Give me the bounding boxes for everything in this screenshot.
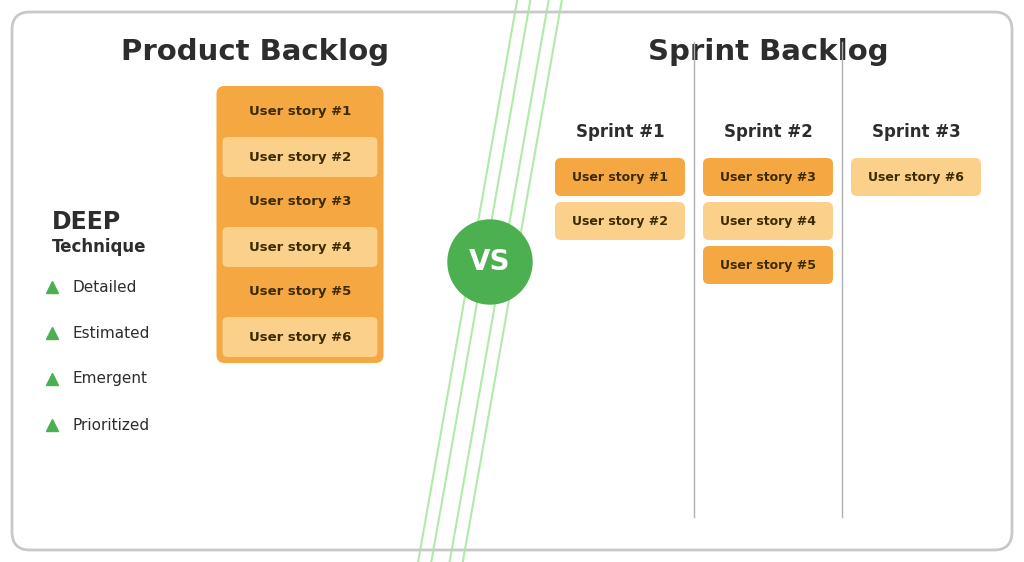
Text: Product Backlog: Product Backlog [121,38,389,66]
Text: User story #3: User story #3 [249,196,351,209]
Text: User story #2: User story #2 [572,215,668,228]
FancyBboxPatch shape [222,182,378,222]
Text: DEEP: DEEP [52,210,121,234]
Text: Sprint #2: Sprint #2 [724,123,812,141]
FancyBboxPatch shape [222,317,378,357]
Text: Sprint #1: Sprint #1 [575,123,665,141]
Text: User story #5: User story #5 [249,285,351,298]
FancyBboxPatch shape [222,272,378,312]
Text: VS: VS [469,248,511,276]
Text: Estimated: Estimated [72,325,150,341]
Text: Prioritized: Prioritized [72,418,150,433]
FancyBboxPatch shape [703,246,833,284]
FancyBboxPatch shape [703,202,833,240]
Text: User story #3: User story #3 [720,170,816,184]
Text: Emergent: Emergent [72,371,147,387]
Text: User story #1: User story #1 [249,106,351,119]
FancyBboxPatch shape [555,158,685,196]
Text: User story #5: User story #5 [720,259,816,271]
Text: User story #4: User story #4 [249,241,351,253]
Circle shape [449,220,532,304]
Text: User story #1: User story #1 [572,170,668,184]
Text: User story #6: User story #6 [868,170,964,184]
Text: Sprint #3: Sprint #3 [871,123,961,141]
FancyBboxPatch shape [216,86,384,363]
FancyBboxPatch shape [851,158,981,196]
Text: Technique: Technique [52,238,146,256]
Text: Sprint Backlog: Sprint Backlog [648,38,888,66]
FancyBboxPatch shape [12,12,1012,550]
FancyBboxPatch shape [222,137,378,177]
FancyBboxPatch shape [555,202,685,240]
Text: User story #4: User story #4 [720,215,816,228]
FancyBboxPatch shape [222,92,378,132]
Text: User story #2: User story #2 [249,151,351,164]
Text: Detailed: Detailed [72,279,136,294]
FancyBboxPatch shape [703,158,833,196]
FancyBboxPatch shape [222,227,378,267]
Text: User story #6: User story #6 [249,330,351,343]
